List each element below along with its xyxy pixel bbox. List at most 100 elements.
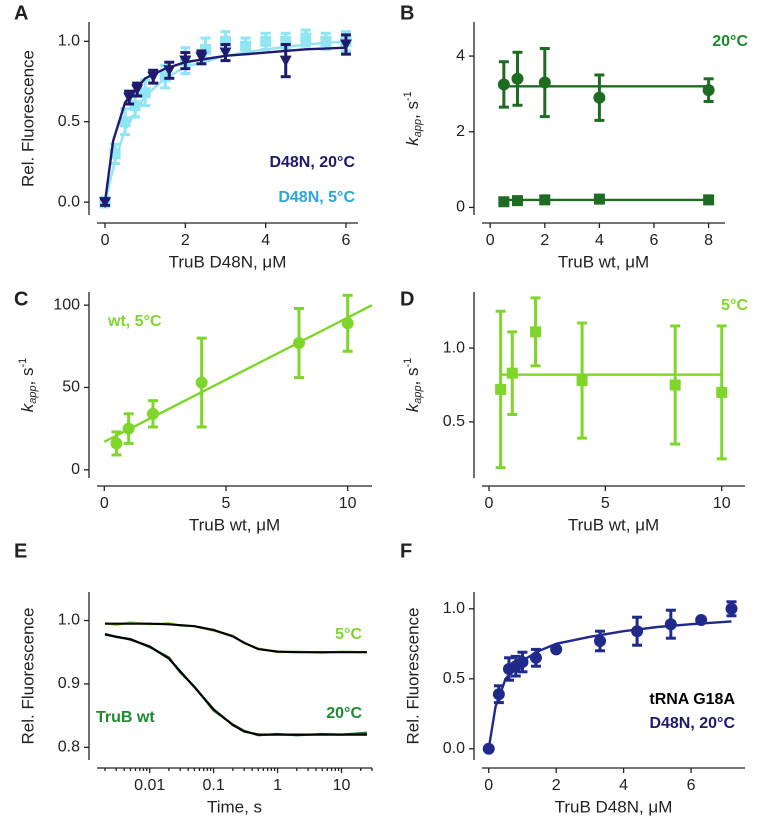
x-axis-label: TruB D48N, μM [555,797,673,816]
fit-line [487,620,732,749]
x-tick-label: 0 [486,232,495,249]
x-tick-label: 6 [342,232,351,249]
point [195,52,208,64]
point [593,91,606,104]
y-tick-label: 1.0 [443,600,465,617]
fit-line [104,633,367,736]
annotation: D48N, 20°C [649,715,735,732]
point [110,437,123,450]
point [129,100,141,112]
panel: F 0 2 4 6 0.0 0.5 1.0 TruB D48N, μM Rel. Fluoresc… [400,540,745,816]
point [511,72,524,85]
point [497,78,510,91]
point [725,602,738,615]
point [594,635,607,647]
y-tick-label: 0.0 [443,740,465,757]
y-tick-label: 0.5 [443,413,465,430]
x-tick-label: 10 [333,777,351,794]
point [159,71,171,83]
y-label-unit: , s [18,367,37,385]
fit-line [103,304,373,443]
y-tick-label: 0 [71,461,80,478]
point [664,618,677,631]
panel-letter: E [14,540,27,562]
x-tick-label: 4 [261,232,270,249]
y-label-superscript: -1 [402,358,414,368]
y-tick-label: 0.5 [443,670,465,687]
panel-letter: A [14,2,28,24]
x-tick-label: 0.1 [202,777,224,794]
y-tick-label: 1.0 [58,612,80,629]
x-tick-label: 2 [552,777,561,794]
x-axis-label: Time, s [207,797,262,816]
x-tick-label: 5 [601,495,610,512]
point [498,196,510,208]
x-tick-label: 6 [687,777,696,794]
y-label-superscript: -1 [17,358,29,368]
y-tick-label: 50 [62,379,80,396]
y-tick-label: 4 [456,47,465,64]
y-label-symbol: k [18,402,37,412]
point [99,197,112,209]
point [339,39,352,51]
point [260,35,272,47]
point [240,40,252,52]
annotation: 20°C [326,705,362,722]
y-tick-label: 1.0 [58,33,80,50]
annotation: D48N, 5°C [278,189,355,206]
annotation: 5°C [721,297,748,314]
y-tick-label: 0.8 [58,739,80,756]
y-axis-label: kapp, s-1 [402,91,424,146]
x-tick-label: 6 [650,232,659,249]
x-tick-label: 0 [485,495,494,512]
annotation: 20°C [712,33,748,50]
y-axis-label: kapp, s-1 [17,358,39,413]
annotation: wt, 5°C [107,313,162,330]
point [530,326,542,338]
x-tick-label: 2 [540,232,549,249]
fit-line [105,622,367,654]
y-label-symbol: k [403,402,422,412]
point [219,35,231,47]
x-tick-label: 4 [595,232,604,249]
point [195,376,208,389]
y-tick-label: 0.0 [58,193,80,210]
fit-line [103,46,347,203]
annotation: tRNA G18A [649,691,735,708]
point [716,386,728,398]
x-tick-label: 4 [619,777,628,794]
y-label-subscript: app [412,119,424,137]
panel-letter: C [14,288,28,310]
point [109,148,121,160]
x-tick-label: 8 [704,232,713,249]
x-axis-label: TruB D48N, μM [169,252,287,271]
y-axis-label: Rel. Fluorescence [18,607,37,744]
y-tick-label: 2 [456,123,465,140]
y-label-unit: , s [403,367,422,385]
x-axis-label: TruB wt, μM [189,515,280,534]
panel: D 0 5 10 0.5 1.0 TruB wt, μM kapp, s-1 5°C [400,288,748,534]
x-tick-label: 0 [484,777,493,794]
point [320,35,332,47]
y-axis-label: kapp, s-1 [402,358,424,413]
x-axis-label: TruB wt, μM [568,515,659,534]
y-label-subscript: app [412,385,424,403]
x-axis-label: TruB wt, μM [558,252,649,271]
y-label-symbol: k [403,136,422,146]
y-tick-label: 1.0 [443,339,465,356]
panel: E 0.01 0.1 1 10 0.8 0.9 1.0 Time, s Rel. Fluoresc… [14,540,373,816]
point [669,379,681,391]
point [147,71,160,83]
y-tick-label: 100 [53,296,80,313]
point [576,375,588,387]
point [300,32,312,44]
y-tick-label: 0 [456,199,465,216]
y-axis-label: Rel. Fluorescence [403,607,422,744]
x-tick-label: 0 [100,495,109,512]
x-tick-label: 2 [181,232,190,249]
point [279,55,292,67]
fit-line [103,40,347,203]
x-tick-label: 0 [101,232,110,249]
